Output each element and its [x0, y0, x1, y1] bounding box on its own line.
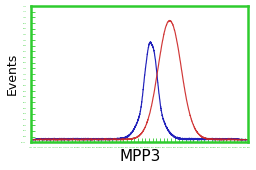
X-axis label: MPP3: MPP3: [119, 149, 161, 164]
Y-axis label: Events: Events: [6, 53, 18, 95]
